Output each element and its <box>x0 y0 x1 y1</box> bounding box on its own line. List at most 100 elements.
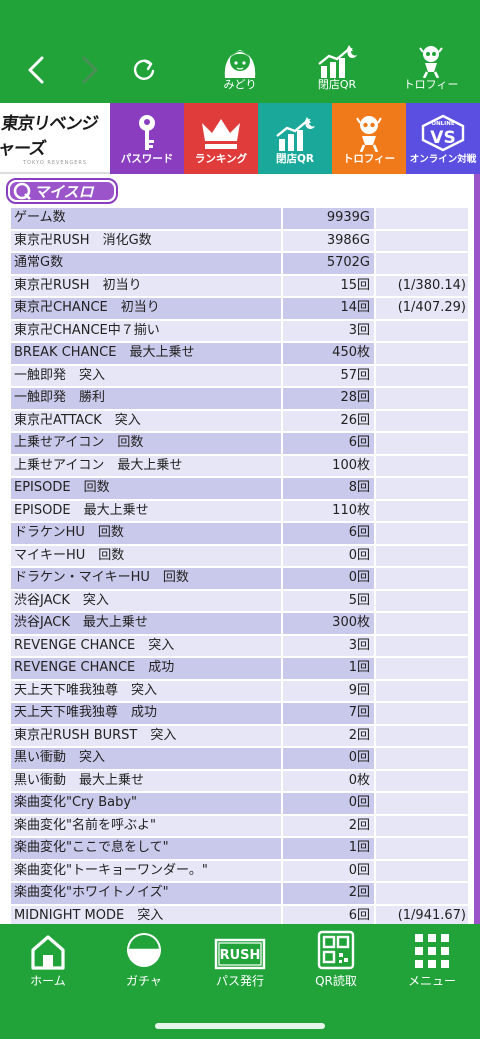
stat-name: 東京卍RUSH 初当り <box>11 275 283 298</box>
stat-rate <box>376 635 468 658</box>
stat-name: 天上天下唯我独尊 成功 <box>11 703 283 726</box>
stat-rate <box>376 500 468 523</box>
stat-rate <box>376 883 468 906</box>
stat-rate <box>376 748 468 771</box>
stat-name: EPISODE 最大上乗せ <box>11 500 283 523</box>
stat-value: 2回 <box>283 725 376 748</box>
stat-rate <box>376 613 468 636</box>
stat-value: 100枚 <box>283 455 376 478</box>
table-row: 黒い衝動 最大上乗せ 0枚 <box>11 770 468 793</box>
stat-rate <box>376 208 468 231</box>
rush-badge-text: RUSH <box>220 948 261 963</box>
stat-rate <box>376 838 468 861</box>
menu-tile-trophy[interactable]: トロフィー <box>332 103 406 174</box>
stat-value: 1回 <box>283 838 376 861</box>
table-row: 楽曲変化"トーキョーワンダー。" 0回 <box>11 860 468 883</box>
table-row: 東京卍CHANCE 初当り 14回 (1/407.29) <box>11 298 468 321</box>
stat-rate <box>376 568 468 591</box>
stat-name: BREAK CHANCE 最大上乗せ <box>11 343 283 366</box>
tab-menu[interactable]: メニュー <box>384 928 480 990</box>
menu-tile-label: オンライン対戦 <box>409 154 477 165</box>
vs-icon: ONLINE VS <box>419 113 467 153</box>
stat-name: 黒い衝動 最大上乗せ <box>11 770 283 793</box>
stat-rate <box>376 703 468 726</box>
menu-tile-close-qr[interactable]: 閉店QR <box>258 103 332 174</box>
table-row: 東京卍RUSH BURST 突入 2回 <box>11 725 468 748</box>
tab-qr-read[interactable]: QR読取 <box>288 928 384 990</box>
stat-value: 110枚 <box>283 500 376 523</box>
top-item-trophy[interactable]: トロフィー <box>391 44 471 100</box>
table-row: 東京卍RUSH 初当り 15回 (1/380.14) <box>11 275 468 298</box>
key-icon <box>135 113 159 153</box>
stat-rate <box>376 433 468 456</box>
table-row: 天上天下唯我独尊 成功 7回 <box>11 703 468 726</box>
top-item-label: トロフィー <box>403 78 459 91</box>
stat-value: 3回 <box>283 320 376 343</box>
table-row: 黒い衝動 突入 0回 <box>11 748 468 771</box>
stat-value: 300枚 <box>283 613 376 636</box>
stat-rate <box>376 455 468 478</box>
stat-value: 7回 <box>283 703 376 726</box>
stat-rate: (1/380.14) <box>376 275 468 298</box>
back-button[interactable] <box>16 50 56 90</box>
table-row: 楽曲変化"ホワイトノイズ" 2回 <box>11 883 468 906</box>
menu-tile-ranking[interactable]: ランキング <box>184 103 258 174</box>
table-row: 渋谷JACK 最大上乗せ 300枚 <box>11 613 468 636</box>
stat-name: マイキーHU 回数 <box>11 545 283 568</box>
top-item-label: 閉店QR <box>317 78 357 91</box>
stat-rate <box>376 725 468 748</box>
stat-name: 東京卍RUSH 消化G数 <box>11 230 283 253</box>
stat-rate <box>376 545 468 568</box>
stat-name: 黒い衝動 突入 <box>11 748 283 771</box>
menu-tile-password[interactable]: パスワード <box>110 103 184 174</box>
game-logo[interactable]: 東京リベンジャーズ TOKYO REVENGERS <box>0 103 110 174</box>
home-indicator[interactable] <box>155 1023 325 1029</box>
table-row: マイキーHU 回数 0回 <box>11 545 468 568</box>
stat-name: 楽曲変化"名前を呼ぶよ" <box>11 815 283 838</box>
table-row: 楽曲変化"名前を呼ぶよ" 2回 <box>11 815 468 838</box>
stat-value: 6回 <box>283 905 376 924</box>
stat-value: 28回 <box>283 388 376 411</box>
stat-rate <box>376 320 468 343</box>
top-item-midori[interactable]: みどり <box>200 44 280 100</box>
forward-button[interactable] <box>70 50 110 90</box>
tab-home[interactable]: ホーム <box>0 928 96 990</box>
stat-value: 0回 <box>283 545 376 568</box>
chevron-left-icon <box>28 56 44 84</box>
stat-name: ドラケンHU 回数 <box>11 523 283 546</box>
table-row: 一触即発 突入 57回 <box>11 365 468 388</box>
stat-value: 9939G <box>283 208 376 231</box>
stat-name: 楽曲変化"ホワイトノイズ" <box>11 883 283 906</box>
trophy-icon <box>391 44 471 78</box>
table-row: 東京卍RUSH 消化G数 3986G <box>11 230 468 253</box>
stat-rate <box>376 680 468 703</box>
stat-value: 0回 <box>283 860 376 883</box>
stat-value: 26回 <box>283 410 376 433</box>
stat-rate <box>376 860 468 883</box>
chevron-right-icon <box>82 56 98 84</box>
menu-tile-online-battle[interactable]: ONLINE VS オンライン対戦 <box>406 103 480 174</box>
top-item-label: みどり <box>223 78 257 91</box>
tab-gacha[interactable]: ガチャ <box>96 928 192 990</box>
stat-rate <box>376 230 468 253</box>
stat-name: EPISODE 回数 <box>11 478 283 501</box>
table-row: EPISODE 回数 8回 <box>11 478 468 501</box>
tab-pass-issue[interactable]: RUSH パス発行 <box>192 928 288 990</box>
stat-value: 57回 <box>283 365 376 388</box>
stat-rate <box>376 478 468 501</box>
stat-value: 0枚 <box>283 770 376 793</box>
rush-pass-icon: RUSH <box>192 928 288 970</box>
stat-rate <box>376 793 468 816</box>
stat-rate <box>376 343 468 366</box>
stat-rate <box>376 815 468 838</box>
tab-label: ホーム <box>30 974 66 988</box>
stats-panel: マイスロ ゲーム数 9939G 東京卍RUSH 消化G数 3986G 通常G数 5702G… <box>0 174 480 924</box>
tab-label: QR読取 <box>315 974 357 988</box>
stat-value: 0回 <box>283 793 376 816</box>
stat-value: 6回 <box>283 433 376 456</box>
top-item-close-qr[interactable]: 閉店QR <box>297 44 377 100</box>
reload-button[interactable] <box>124 50 164 90</box>
stat-value: 6回 <box>283 523 376 546</box>
stat-rate <box>376 410 468 433</box>
stat-name: 楽曲変化"ここで息をして" <box>11 838 283 861</box>
